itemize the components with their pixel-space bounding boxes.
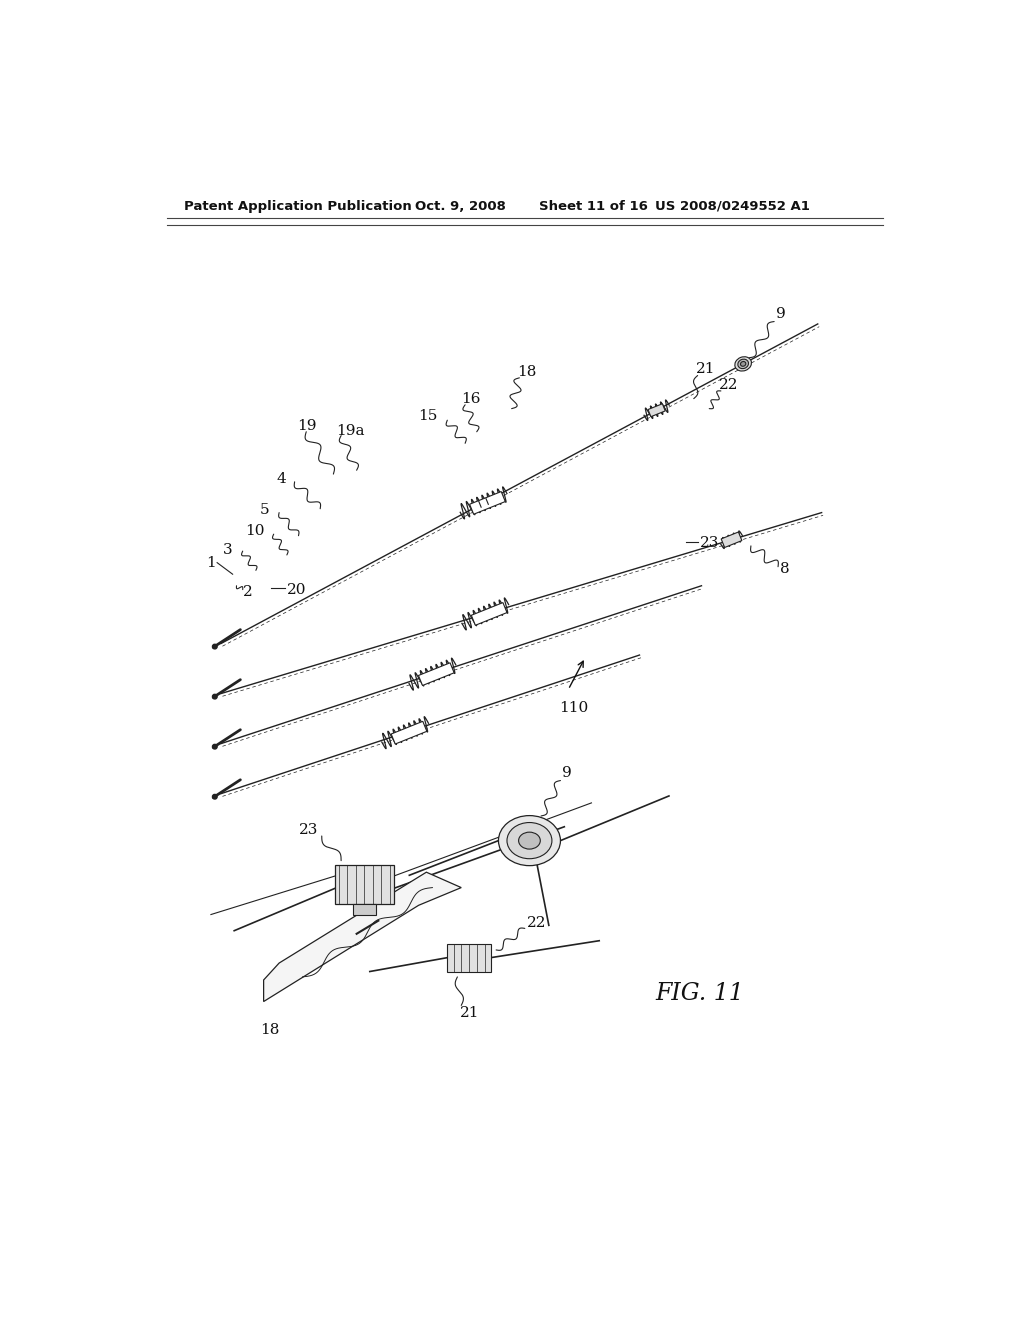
Text: 19: 19 [297,420,316,433]
Text: 4: 4 [276,471,286,486]
Polygon shape [648,404,666,417]
Circle shape [212,795,217,799]
Text: 8: 8 [780,562,790,576]
Text: 20: 20 [287,582,306,597]
Text: 1: 1 [206,556,216,570]
Polygon shape [352,904,376,915]
Polygon shape [263,873,461,1002]
Polygon shape [447,944,490,972]
Text: 21: 21 [460,1006,479,1020]
Circle shape [212,644,217,649]
Text: 5: 5 [260,503,270,516]
Ellipse shape [738,359,749,368]
Text: 3: 3 [223,543,232,557]
Ellipse shape [518,832,541,849]
Text: 22: 22 [719,378,738,392]
Text: Sheet 11 of 16: Sheet 11 of 16 [539,199,647,213]
Text: 18: 18 [260,1023,280,1038]
Polygon shape [419,663,454,685]
Text: 18: 18 [517,366,537,379]
Text: 22: 22 [527,916,547,931]
Polygon shape [335,866,394,904]
Text: 19a: 19a [336,424,365,438]
Text: 110: 110 [559,701,588,715]
Text: 23: 23 [299,822,317,837]
Ellipse shape [507,822,552,859]
Ellipse shape [735,356,752,371]
Text: Oct. 9, 2008: Oct. 9, 2008 [415,199,506,213]
Circle shape [212,694,217,700]
Text: 16: 16 [461,392,480,405]
Polygon shape [391,721,427,744]
Text: Patent Application Publication: Patent Application Publication [183,199,412,213]
Text: FIG. 11: FIG. 11 [655,982,743,1006]
Text: 9: 9 [562,766,571,780]
Polygon shape [721,532,742,548]
Ellipse shape [740,362,745,366]
Text: 23: 23 [700,536,719,550]
Circle shape [212,744,217,748]
Polygon shape [470,491,505,515]
Polygon shape [471,603,507,626]
Text: 9: 9 [776,306,785,321]
Text: 2: 2 [243,585,253,599]
Text: 10: 10 [245,524,264,539]
Text: US 2008/0249552 A1: US 2008/0249552 A1 [655,199,810,213]
Ellipse shape [499,816,560,866]
Text: 21: 21 [696,363,716,376]
Text: 15: 15 [419,409,438,422]
